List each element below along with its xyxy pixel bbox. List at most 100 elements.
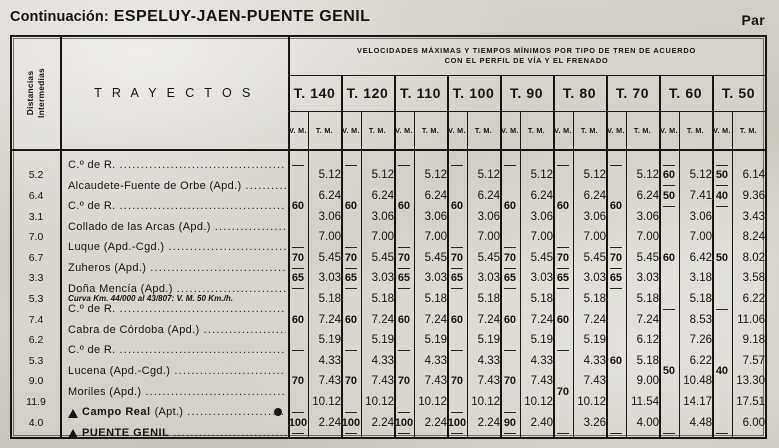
station-row[interactable]: Luque (Apd.-Cgd.) ......................…	[68, 240, 286, 255]
max-speed-rule	[663, 432, 675, 434]
time-min-cell: 4.33	[477, 354, 500, 367]
station-name: Luque (Apd.-Cgd.)	[68, 241, 165, 254]
station-row[interactable]: Alcaudete-Fuente de Orbe (Apd.) ........…	[68, 178, 286, 193]
station-row[interactable]: Campo Real (Apt.) ......................…	[68, 405, 286, 420]
train-type-140[interactable]: T. 140	[293, 85, 336, 101]
subheader-tm-8: T. M.	[739, 125, 757, 135]
max-speed-rule	[292, 432, 304, 434]
time-min-cell: 6.24	[583, 189, 606, 202]
max-speed-rule	[451, 247, 463, 249]
max-speed-cell: 60	[662, 251, 676, 264]
max-speed-rule	[610, 267, 622, 269]
max-speed-cell: 60	[291, 313, 305, 326]
max-speed-rule	[504, 411, 516, 413]
distance-value: 3.3	[28, 272, 44, 285]
time-min-cell: 3.03	[477, 272, 500, 285]
time-min-cell: 2.24	[477, 416, 500, 429]
vm-tm-sep-0	[307, 111, 309, 437]
time-min-cell: 4.00	[636, 416, 659, 429]
station-suffix: (Apt.)	[154, 406, 184, 419]
max-speed-cell: 60	[503, 200, 517, 213]
time-min-cell: 5.12	[371, 169, 394, 182]
train-type-rule	[288, 111, 765, 112]
station-name: Alcaudete-Fuente de Orbe (Apd.)	[68, 179, 242, 192]
time-min-cell: 4.33	[424, 354, 447, 367]
station-row[interactable]: Cabra de Córdoba (Apd.) ................…	[68, 322, 286, 337]
time-min-cell: 7.43	[371, 375, 394, 388]
max-speed-cell: 70	[503, 251, 517, 264]
max-speed-cell: 50	[715, 251, 729, 264]
max-speed-cell: 60	[503, 313, 517, 326]
leader-dots: ........................................…	[119, 200, 286, 213]
station-row[interactable]: C.º de R. ..............................…	[68, 302, 286, 317]
time-min-cell: 3.06	[583, 210, 606, 223]
station-row[interactable]: C.º de R. ..............................…	[68, 343, 286, 358]
train-type-90[interactable]: T. 90	[509, 85, 544, 101]
max-speed-cell: 60	[344, 313, 358, 326]
distance-value: 5.3	[28, 292, 44, 305]
station-row[interactable]: Lucena (Apd.-Cgd.) .....................…	[68, 364, 286, 379]
station-name: C.º de R.	[68, 344, 116, 357]
max-speed-rule	[292, 350, 304, 352]
max-speed-cell: 60	[450, 313, 464, 326]
subheader-tm-2: T. M.	[421, 125, 439, 135]
max-speed-rule	[663, 165, 675, 167]
max-speed-cell: 70	[291, 375, 305, 388]
time-min-cell: 5.12	[424, 169, 447, 182]
max-speed-cell: 65	[556, 272, 570, 285]
distances-header-l1: Distancias	[25, 70, 36, 116]
train-type-80[interactable]: T. 80	[562, 85, 597, 101]
time-min-cell: 7.00	[583, 231, 606, 244]
time-min-cell: 7.00	[424, 231, 447, 244]
time-min-cell: 7.24	[530, 313, 553, 326]
max-speed-cell: 90	[503, 416, 517, 429]
time-min-cell: 5.45	[530, 251, 553, 264]
leader-dots: ........................................…	[119, 303, 286, 316]
station-row[interactable]: Collado de las Arcas (Apd.) ............…	[68, 219, 286, 234]
time-min-cell: 10.12	[365, 395, 394, 408]
vm-tm-sep-5	[572, 111, 574, 437]
station-name: Campo Real	[82, 406, 151, 419]
train-type-70[interactable]: T. 70	[615, 85, 650, 101]
max-speed-cell: 60	[344, 200, 358, 213]
time-min-cell: 6.24	[636, 189, 659, 202]
distance-value: 5.2	[28, 169, 44, 182]
max-speed-rule	[345, 165, 357, 167]
col-sep-train-4	[500, 75, 502, 437]
max-speed-rule	[557, 267, 569, 269]
train-type-100[interactable]: T. 100	[452, 85, 495, 101]
time-min-cell: 6.24	[477, 189, 500, 202]
time-min-cell: 4.33	[371, 354, 394, 367]
col-sep-train-5	[553, 75, 555, 437]
time-min-cell: 2.24	[371, 416, 394, 429]
train-type-60[interactable]: T. 60	[668, 85, 703, 101]
station-row[interactable]: Moriles (Apd.) .........................…	[68, 384, 286, 399]
time-min-cell: 8.53	[689, 313, 712, 326]
train-type-110[interactable]: T. 110	[400, 85, 441, 101]
station-row[interactable]: Doña Mencía (Apd.) .....................…	[68, 281, 286, 296]
time-min-cell: 3.03	[583, 272, 606, 285]
max-speed-rule	[716, 165, 728, 167]
station-row[interactable]: PUENTE GENIL ...........................…	[68, 425, 286, 440]
station-row[interactable]: C.º de R. ..............................…	[68, 158, 286, 173]
time-min-cell: 5.12	[689, 169, 712, 182]
time-min-cell: 7.43	[530, 375, 553, 388]
max-speed-cell: 100	[447, 416, 467, 429]
time-min-cell: 9.00	[636, 375, 659, 388]
station-row[interactable]: Zuheros (Apd.) .........................…	[68, 261, 286, 276]
max-speed-cell: 70	[397, 251, 411, 264]
train-type-120[interactable]: T. 120	[346, 85, 389, 101]
col-sep-train-2	[394, 75, 396, 437]
time-min-cell: 14.17	[683, 395, 712, 408]
time-min-cell: 7.24	[583, 313, 606, 326]
time-min-cell: 5.12	[318, 169, 341, 182]
max-speed-rule	[504, 288, 516, 290]
max-speed-rule	[292, 411, 304, 413]
time-min-cell: 5.18	[583, 292, 606, 305]
max-speed-cell: 60	[397, 313, 411, 326]
train-type-50[interactable]: T. 50	[721, 85, 756, 101]
station-row[interactable]: C.º de R. ..............................…	[68, 199, 286, 214]
time-min-cell: 8.24	[742, 231, 765, 244]
time-min-cell: 7.24	[477, 313, 500, 326]
